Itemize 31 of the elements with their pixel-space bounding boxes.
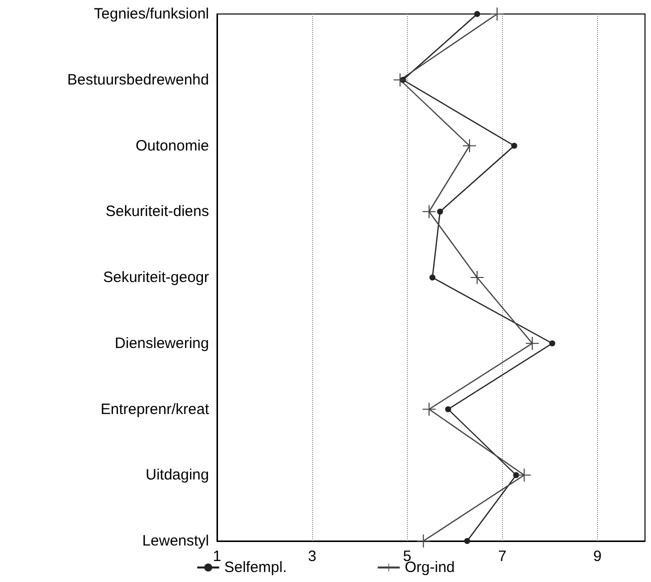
y-tick-label: Lewenstyl [142,532,209,550]
point [474,11,480,17]
point [422,205,436,218]
x-tick-label: 3 [308,548,316,565]
y-tick-label: Dienslewering [114,334,209,352]
y-tick-label: Entreprenr/kreat [100,400,210,418]
y-tick-label: Sekuriteit-diens [106,203,209,220]
point [422,402,436,416]
point [470,271,484,284]
point [464,538,470,544]
x-tick-label: 7 [498,548,507,565]
point [513,472,520,478]
y-tick-label: Bestuursbedrewenhd [67,71,209,88]
point [526,336,539,350]
point [511,142,518,149]
point [394,73,407,86]
point [490,8,504,20]
legend-label: Selfempl. [224,559,287,576]
x-tick-label: 9 [593,548,602,565]
point [549,340,556,346]
y-tick-label: Outonomie [136,137,209,154]
y-tick-label: Uitdaging [146,466,209,484]
point [518,468,531,482]
point [437,208,444,215]
y-tick-label: Sekuriteit-geogr [103,269,209,286]
point [429,274,436,280]
x-tick-label: 1 [212,548,222,565]
point [463,139,476,152]
y-tick-label: Tegnies/funksionl [94,6,209,22]
point [445,406,452,412]
point [416,534,430,548]
